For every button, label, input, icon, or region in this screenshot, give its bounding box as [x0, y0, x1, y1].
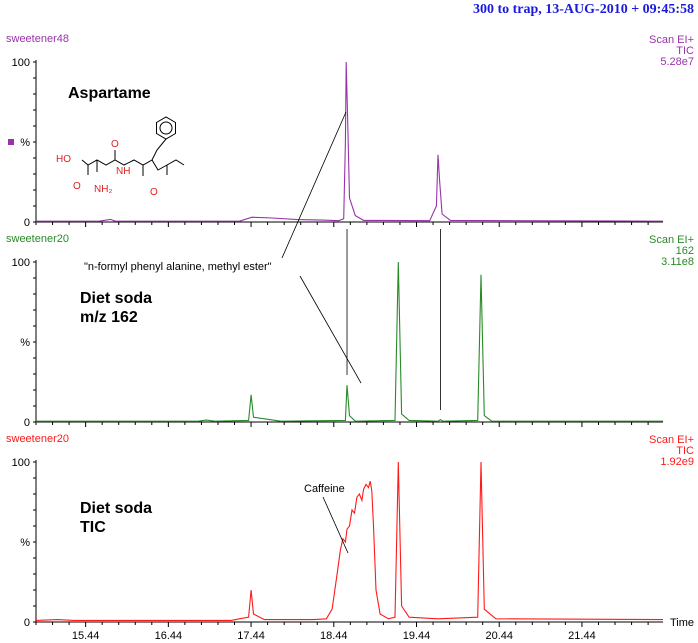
annotation-leader: [322, 496, 349, 554]
panel-1-scan-mode: Scan EI+: [649, 34, 694, 46]
panel-2-name: sweetener20: [6, 233, 69, 245]
panel-1-title: Aspartame: [68, 85, 151, 102]
panel-1-scan-info: Scan EI+ TIC 5.28e7: [649, 35, 694, 68]
atom-label: NH: [116, 166, 130, 177]
panel-2-scan-mode: Scan EI+: [649, 234, 694, 246]
atom-label: NH₂: [94, 184, 112, 195]
benzene-ring: [156, 116, 176, 140]
panel-3-scan-intensity: 1.92e9: [660, 456, 694, 468]
skeleton-bonds: [81, 138, 185, 176]
y-tick-label: %: [20, 337, 30, 349]
atom-label: HO: [56, 154, 71, 165]
panel-3-scan-info: Scan EI+ TIC 1.92e9: [649, 435, 694, 468]
y-tick-label: 100: [12, 257, 30, 269]
header-title: 300 to trap, 13-AUG-2010 + 09:45:58: [472, 2, 694, 17]
panel-2-scan-type: 162: [675, 245, 694, 257]
y-tick-label: 100: [12, 57, 30, 69]
x-tick-label: 18.44: [320, 630, 348, 642]
series-line: [35, 461, 664, 621]
annotation-leader: [299, 275, 362, 384]
y-tick-label: 0: [24, 617, 30, 629]
y-tick-label: 0: [24, 217, 30, 229]
y-tick-label: 100: [12, 457, 30, 469]
panel-1-scan-intensity: 5.28e7: [660, 56, 694, 68]
panel-3: 100% 0 15.44 16.44 17.44 18.44 19.44 20.44 21.44: [12, 457, 664, 642]
atom-label: O: [150, 187, 158, 198]
panel-1: 100% 0: [12, 57, 664, 229]
series-line: [36, 261, 663, 422]
y-tick-label: %: [20, 537, 30, 549]
annotation-text: Caffeine: [304, 483, 345, 495]
x-tick-label: 15.44: [72, 630, 100, 642]
panel-2-scan-intensity: 3.11e8: [661, 256, 694, 268]
panel-2: 100% 0: [12, 257, 663, 429]
atom-label: O: [111, 139, 119, 150]
panel-3-name: sweetener20: [6, 433, 69, 445]
x-tick-label: 20.44: [485, 630, 513, 642]
annotation-leader: [281, 111, 347, 259]
annotation-text: "n-formyl phenyl alanine, methyl ester": [84, 261, 272, 273]
panel-2-title: Diet soda m/z 162: [80, 290, 153, 326]
panel-1-scan-type: TIC: [676, 45, 694, 57]
y-tick-label: 0: [24, 417, 30, 429]
x-tick-label: 19.44: [403, 630, 431, 642]
panel-2-scan-info: Scan EI+ 162 3.11e8: [649, 235, 694, 268]
y-tick-label: %: [20, 137, 30, 149]
x-tick-label: 21.44: [568, 630, 596, 642]
benzene-aromatic-circle: [159, 121, 173, 135]
panel-3-scan-type: TIC: [676, 445, 694, 457]
panel-3-scan-mode: Scan EI+: [649, 434, 694, 446]
panel-3-title: Diet soda TIC: [80, 500, 153, 536]
x-tick-label: 17.44: [237, 630, 265, 642]
series-marker: [8, 139, 14, 145]
aspartame-structure: [81, 116, 185, 176]
x-tick-label: 16.44: [155, 630, 183, 642]
x-axis-label: Time: [670, 617, 695, 629]
series-line: [36, 61, 664, 222]
panel-1-name: sweetener48: [6, 33, 69, 45]
atom-label: O: [73, 181, 81, 192]
